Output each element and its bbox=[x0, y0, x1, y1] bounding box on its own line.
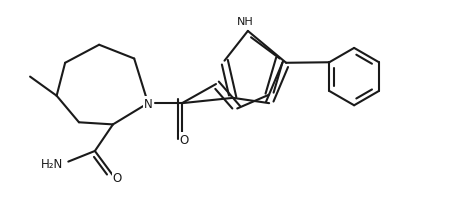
Text: N: N bbox=[144, 97, 152, 110]
Text: O: O bbox=[180, 133, 189, 146]
Text: NH: NH bbox=[238, 17, 254, 27]
Text: H₂N: H₂N bbox=[41, 157, 63, 170]
Text: O: O bbox=[113, 171, 122, 184]
